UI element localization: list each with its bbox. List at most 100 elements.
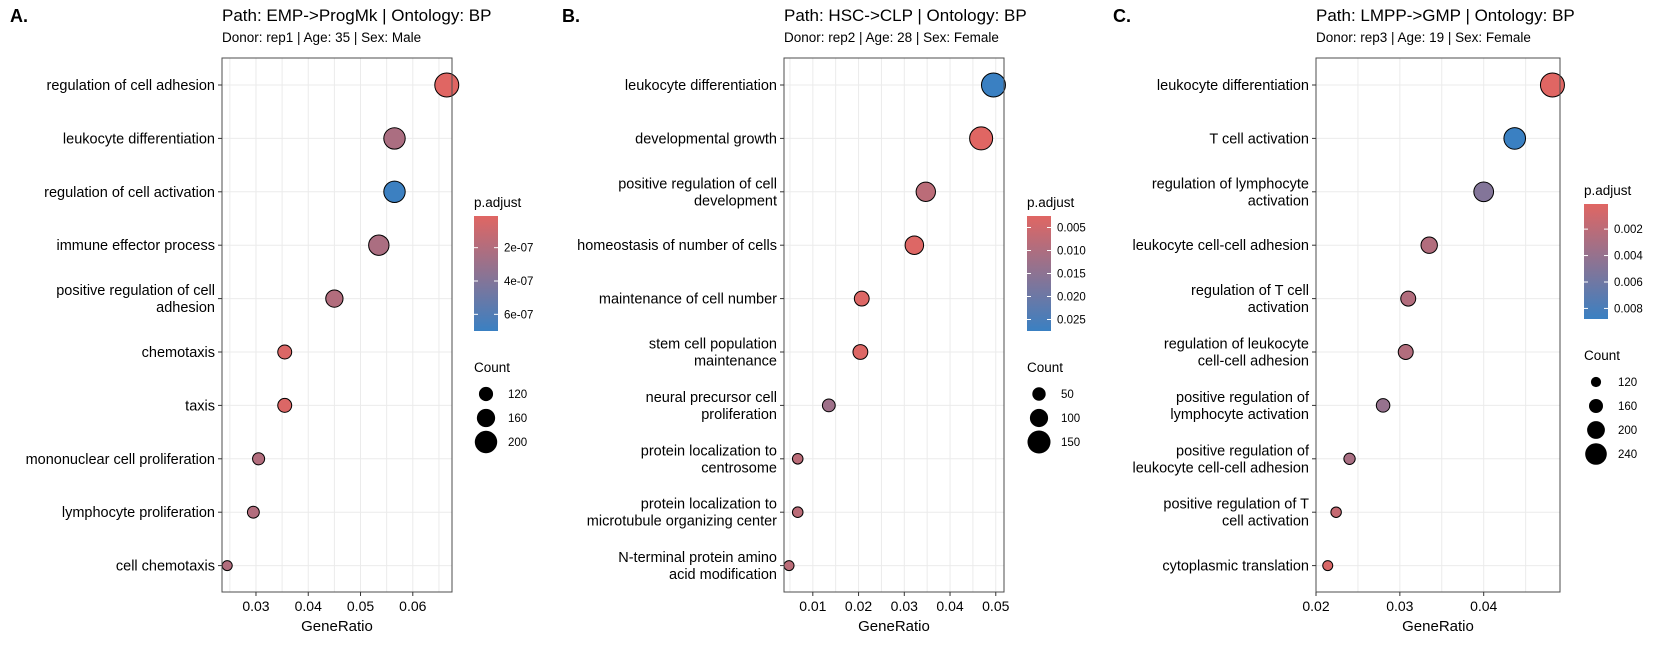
data-point — [1397, 344, 1414, 360]
data-point — [980, 72, 1006, 98]
size-legend-dot — [476, 408, 496, 428]
data-point — [852, 344, 869, 360]
y-tick-label: leukocyte cell-cell adhesion — [1132, 238, 1309, 254]
size-legend-dot — [1587, 421, 1605, 439]
color-legend-label: 0.006 — [1614, 277, 1643, 289]
x-tick-label: 0.02 — [845, 598, 872, 614]
color-legend-label: 0.008 — [1614, 303, 1643, 315]
x-tick-label: 0.03 — [891, 598, 918, 614]
panel-label: C. — [1113, 6, 1131, 26]
panel-a: A. Path: EMP->ProgMk | Ontology: BP Donor:… — [10, 6, 533, 635]
data-point — [221, 560, 233, 572]
x-tick-label: 0.05 — [982, 598, 1009, 614]
data-point — [791, 506, 804, 518]
y-tick-label: cytoplasmic translation — [1162, 559, 1309, 575]
color-legend-label: 2e-07 — [504, 243, 533, 255]
data-point — [1343, 452, 1356, 465]
x-tick-label: 0.03 — [242, 598, 269, 614]
size-legend-dot — [1590, 376, 1602, 388]
size-legend-title: Count — [474, 360, 510, 375]
x-tick-label: 0.05 — [347, 598, 374, 614]
chart-subtitle: Donor: rep2 | Age: 28 | Sex: Female — [784, 30, 999, 45]
data-point — [1539, 72, 1565, 98]
size-legend-dot — [1585, 443, 1607, 465]
y-tick-label: leukocyte differentiation — [1157, 78, 1309, 94]
y-tick-label: protein localization to microtubule organ… — [587, 497, 777, 530]
y-tick-label: positive regulation of cell adhesion — [56, 283, 215, 316]
y-tick-label: positive regulation of leukocyte cell-cel… — [1132, 443, 1309, 476]
x-tick-label: 0.03 — [1386, 598, 1413, 614]
x-tick-label: 0.01 — [799, 598, 826, 614]
y-tick-label: regulation of cell activation — [44, 185, 215, 201]
y-tick-label: chemotaxis — [142, 345, 215, 361]
y-tick-label: immune effector process — [57, 238, 216, 254]
data-point — [434, 72, 460, 98]
y-tick-label: regulation of leukocyte cell-cell adhesio… — [1164, 337, 1309, 370]
plot-panel — [222, 58, 452, 592]
y-tick-label: regulation of T cell activation — [1191, 283, 1309, 316]
color-legend-label: 0.005 — [1057, 223, 1086, 235]
data-point — [853, 290, 870, 307]
data-point — [1473, 181, 1495, 203]
panel-label: B. — [562, 6, 580, 26]
size-legend-dot — [478, 386, 494, 402]
y-tick-label: lymphocyte proliferation — [62, 505, 215, 521]
chart-title: Path: EMP->ProgMk | Ontology: BP — [222, 6, 491, 25]
size-legend-title: Count — [1027, 360, 1063, 375]
data-point — [1322, 560, 1334, 572]
color-legend-bar — [1584, 204, 1608, 319]
y-tick-label: positive regulation of cell development — [618, 176, 777, 209]
data-point — [791, 453, 804, 465]
y-tick-label: maintenance of cell number — [599, 292, 777, 308]
panel-border — [1315, 57, 1561, 593]
y-tick-label: stem cell population maintenance — [649, 337, 777, 370]
color-legend-label: 0.004 — [1614, 251, 1643, 263]
plot-panel — [784, 58, 1004, 592]
data-point — [252, 452, 266, 466]
y-tick-label: developmental growth — [635, 131, 777, 147]
size-legend-label: 150 — [1061, 437, 1080, 449]
color-legend-label: 6e-07 — [504, 309, 533, 321]
x-tick-label: 0.04 — [936, 598, 963, 614]
data-point — [1400, 290, 1417, 307]
y-tick-label: mononuclear cell proliferation — [26, 452, 215, 468]
size-legend-label: 50 — [1061, 389, 1074, 401]
x-tick-label: 0.04 — [1470, 598, 1497, 614]
data-point — [783, 560, 795, 572]
size-legend-dot — [474, 430, 498, 454]
y-tick-label: regulation of lymphocyte activation — [1152, 176, 1309, 209]
size-legend-label: 120 — [508, 389, 527, 401]
color-legend-label: 0.020 — [1057, 292, 1086, 304]
x-tick-label: 0.02 — [1302, 598, 1329, 614]
color-legend-label: 4e-07 — [504, 276, 533, 288]
color-legend-title: p.adjust — [474, 195, 522, 210]
size-legend-dot — [1589, 399, 1603, 413]
data-point — [325, 289, 344, 308]
y-tick-label: taxis — [185, 398, 215, 414]
data-point — [277, 344, 293, 360]
y-tick-label: cell chemotaxis — [116, 559, 215, 575]
data-point — [904, 235, 925, 255]
chart-subtitle: Donor: rep3 | Age: 19 | Sex: Female — [1316, 30, 1531, 45]
y-tick-label: positive regulation of lymphocyte activat… — [1170, 390, 1310, 423]
y-tick-label: regulation of cell adhesion — [47, 78, 215, 94]
size-legend-label: 200 — [1618, 425, 1637, 437]
x-axis-title: GeneRatio — [1402, 618, 1474, 635]
size-legend-dot — [1029, 408, 1049, 428]
data-point — [1330, 506, 1342, 518]
data-point — [969, 126, 994, 151]
y-tick-label: leukocyte differentiation — [625, 78, 777, 94]
data-point — [368, 234, 390, 256]
x-axis-title: GeneRatio — [858, 618, 930, 635]
size-legend-label: 240 — [1618, 449, 1637, 461]
x-tick-label: 0.06 — [399, 598, 426, 614]
data-point — [383, 180, 406, 204]
chart-title: Path: LMPP->GMP | Ontology: BP — [1316, 6, 1575, 25]
size-legend-label: 100 — [1061, 413, 1080, 425]
size-legend-label: 200 — [508, 437, 527, 449]
panel-b: B. Path: HSC->CLP | Ontology: BP Donor: re… — [562, 6, 1086, 635]
color-legend-label: 0.002 — [1614, 224, 1643, 236]
panel-c: C. Path: LMPP->GMP | Ontology: BP Donor: r… — [1113, 6, 1643, 635]
chart-title: Path: HSC->CLP | Ontology: BP — [784, 6, 1027, 25]
